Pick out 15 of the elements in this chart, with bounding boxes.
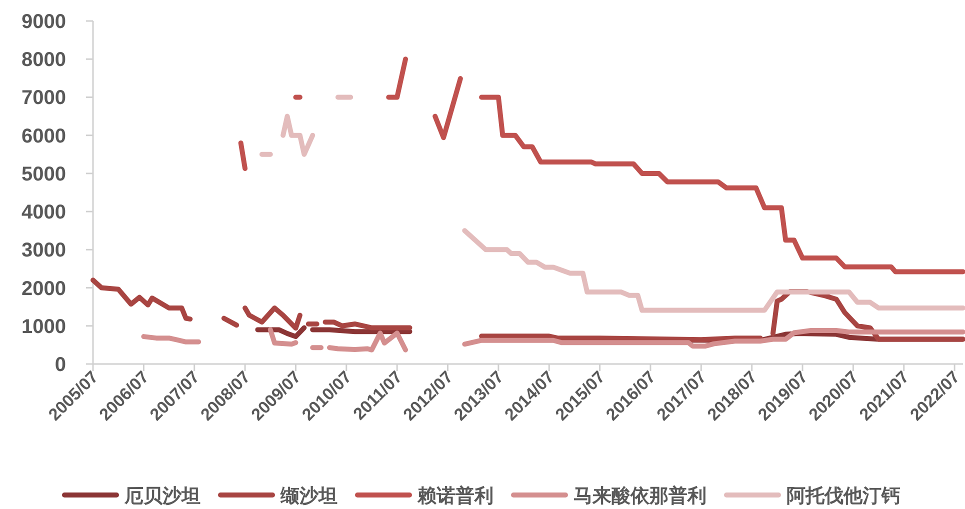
legend-label: 马来酸依那普利 <box>574 485 706 507</box>
y-tick-label: 2000 <box>22 278 66 300</box>
legend-label: 阿托伐他汀钙 <box>786 485 900 507</box>
y-tick-label: 3000 <box>22 240 66 262</box>
y-tick-label: 0 <box>54 354 66 376</box>
legend-label: 赖诺普利 <box>416 485 494 507</box>
y-tick-label: 6000 <box>22 125 66 148</box>
y-tick-label: 4000 <box>22 202 66 224</box>
legend-label: 缬沙坦 <box>280 485 338 507</box>
y-tick-label: 9000 <box>22 11 66 33</box>
y-tick-label: 7000 <box>22 87 66 110</box>
y-tick-label: 5000 <box>22 163 66 186</box>
y-tick-label: 1000 <box>22 316 66 338</box>
legend-label: 厄贝沙坦 <box>124 485 200 507</box>
y-tick-label: 8000 <box>22 49 66 72</box>
